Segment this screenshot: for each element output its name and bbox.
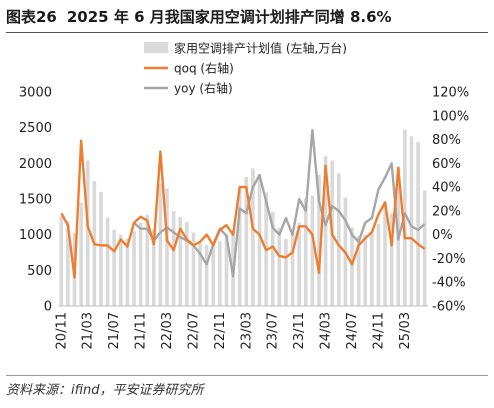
- chart-canvas: 0 500 1000 1500 2000 2500 3000 -60% -40% -20% 0% 2…: [19, 41, 469, 350]
- bar-21/12: [145, 214, 150, 306]
- bar-21/02: [79, 202, 83, 306]
- bar-21/05: [99, 191, 103, 306]
- bar-22/05: [178, 216, 183, 306]
- right-axis: -60% -40% -20% 0% 20% 40% 60% 80% 100% 120%: [432, 86, 469, 315]
- bar-21/10: [132, 231, 136, 306]
- right-tick-label: -20%: [432, 252, 466, 267]
- x-tick-label: 23/11: [292, 312, 307, 349]
- bar-22/11: [218, 241, 222, 306]
- legend-swatch-bars: [144, 42, 168, 53]
- bar-23/07: [270, 211, 275, 306]
- line-series-group: [60, 128, 426, 279]
- bar-23/12: [303, 198, 308, 306]
- bar-23/10: [290, 233, 295, 306]
- bar-21/06: [105, 217, 110, 306]
- bar-24/03: [323, 156, 328, 306]
- left-tick-label: 3000: [19, 86, 52, 101]
- qoq-line: [60, 139, 426, 279]
- x-tick-label: 20/11: [54, 312, 69, 349]
- legend-item-label: qoq (右轴): [174, 61, 234, 76]
- title-text: 2025 年 6 月我国家用空调计划排产同增 8.6%: [66, 8, 392, 26]
- legend-item-label: 家用空调排产计划值 (左轴,万台): [174, 41, 347, 56]
- chart-title: 图表26 2025 年 6 月我国家用空调计划排产同增 8.6%: [6, 4, 488, 30]
- source-divider: [6, 375, 488, 376]
- x-tick-label: 24/03: [319, 312, 334, 349]
- right-tick-label: -60%: [432, 300, 466, 315]
- x-tick-label: 25/03: [398, 312, 413, 349]
- bar-23/09: [284, 238, 288, 306]
- x-tick-label: 22/07: [186, 312, 201, 349]
- right-tick-label: 20%: [432, 204, 461, 219]
- bar-22/06: [185, 221, 189, 306]
- bar-25/01: [389, 213, 394, 306]
- right-tick-label: 120%: [432, 86, 469, 101]
- left-tick-label: 2000: [19, 157, 52, 172]
- bar-21/07: [112, 229, 116, 306]
- bar-20/12: [66, 221, 70, 306]
- left-axis: 0 500 1000 1500 2000 2500 3000: [19, 86, 52, 315]
- right-tick-label: 40%: [432, 181, 461, 196]
- bar-24/11: [376, 223, 381, 306]
- bar-22/04: [171, 211, 176, 306]
- bar-23/03: [244, 176, 249, 306]
- bar-25/04: [409, 136, 414, 306]
- bar-22/12: [224, 234, 229, 306]
- left-tick-label: 2500: [19, 121, 52, 136]
- bar-22/03: [165, 188, 169, 306]
- left-tick-label: 500: [27, 264, 52, 279]
- bar-22/09: [204, 245, 209, 306]
- x-tick-label: 23/07: [266, 312, 281, 349]
- bar-22/08: [198, 243, 202, 306]
- bar-21/08: [118, 234, 123, 306]
- bar-22/02: [158, 183, 163, 306]
- bar-24/12: [383, 201, 387, 306]
- yoy-line: [133, 128, 426, 278]
- right-tick-label: -40%: [432, 276, 466, 291]
- x-axis: 20/11 21/03 21/07 21/11 22/03 22/07 22/11 23/03…: [54, 305, 428, 349]
- chart-legend: 家用空调排产计划值 (左轴,万台) qoq (右轴) yoy (右轴): [144, 41, 347, 96]
- bar-23/05: [257, 174, 262, 306]
- legend-item-label: yoy (右轴): [174, 81, 233, 96]
- right-tick-label: 80%: [432, 133, 461, 148]
- x-tick-label: 21/03: [81, 312, 96, 349]
- source-note: 资料来源：ifind，平安证券研究所: [6, 383, 204, 398]
- right-tick-label: 100%: [432, 109, 469, 124]
- bar-25/05: [416, 141, 420, 306]
- x-tick-label: 23/03: [239, 312, 254, 349]
- bar-24/02: [317, 174, 321, 306]
- bar-24/10: [370, 233, 374, 306]
- bar-21/11: [138, 222, 143, 306]
- right-tick-label: 0%: [432, 228, 453, 243]
- bar-20/11: [59, 216, 64, 306]
- x-tick-label: 24/11: [371, 312, 386, 349]
- bar-22/07: [191, 232, 196, 306]
- bar-23/08: [277, 227, 282, 306]
- title-divider: [6, 32, 488, 33]
- bar-23/04: [251, 168, 255, 306]
- bar-23/02: [237, 187, 242, 306]
- left-tick-label: 1000: [19, 228, 52, 243]
- bar-24/01: [310, 195, 315, 306]
- x-tick-label: 24/07: [345, 312, 360, 349]
- bar-21/03: [85, 160, 90, 306]
- x-tick-label: 22/11: [213, 312, 228, 349]
- x-tick-label: 22/03: [160, 312, 175, 349]
- bar-24/07: [350, 227, 354, 306]
- bar-22/01: [151, 229, 156, 306]
- bar-24/08: [356, 236, 361, 306]
- bar-24/09: [363, 234, 368, 306]
- left-tick-label: 1500: [19, 193, 52, 208]
- bar-21/09: [125, 238, 130, 306]
- x-tick-label: 21/07: [107, 312, 122, 349]
- bar-23/11: [297, 222, 301, 306]
- figure-label: 图表26: [6, 8, 57, 26]
- right-tick-label: 60%: [432, 157, 461, 172]
- bar-24/05: [336, 173, 341, 306]
- left-tick-label: 0: [44, 300, 52, 315]
- x-tick-label: 21/11: [134, 312, 149, 349]
- bar-22/10: [211, 243, 216, 306]
